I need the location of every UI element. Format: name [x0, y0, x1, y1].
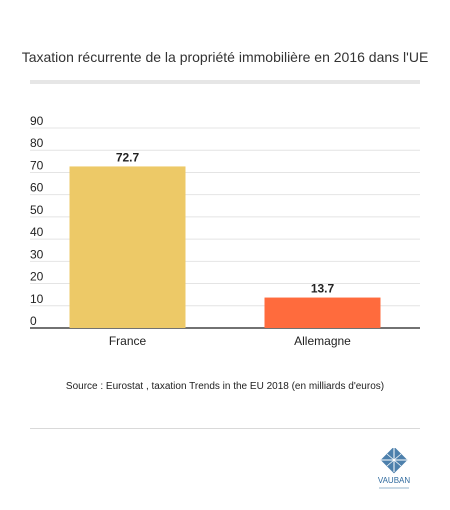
y-tick-label: 0 [30, 314, 37, 328]
y-tick-label: 10 [30, 292, 44, 306]
bar-chart: 0 10 20 30 40 50 60 70 80 90 72.7 France 13.7 Allemag… [30, 114, 420, 348]
bar-value-label: 72.7 [116, 150, 140, 164]
x-tick-label: France [109, 334, 147, 348]
x-tick-label: Allemagne [294, 334, 351, 348]
y-tick-label: 30 [30, 247, 44, 261]
bar-france [69, 166, 186, 328]
y-tick-label: 90 [30, 114, 44, 128]
footer-divider [30, 428, 420, 429]
y-tick-label: 20 [30, 270, 44, 284]
bar-allemagne [264, 297, 381, 328]
logo-text: VAUBAN [378, 476, 411, 485]
title-divider [30, 80, 420, 84]
source-note: Source : Eurostat , taxation Trends in t… [65, 381, 385, 392]
y-tick-label: 70 [30, 158, 44, 172]
chart-title: Taxation récurrente de la propriété immo… [21, 49, 429, 65]
bar-value-label: 13.7 [311, 282, 335, 296]
y-tick-label: 80 [30, 136, 44, 150]
y-tick-label: 60 [30, 181, 44, 195]
vauban-logo: VAUBAN [378, 448, 411, 489]
y-tick-label: 50 [30, 203, 44, 217]
y-tick-label: 40 [30, 225, 44, 239]
